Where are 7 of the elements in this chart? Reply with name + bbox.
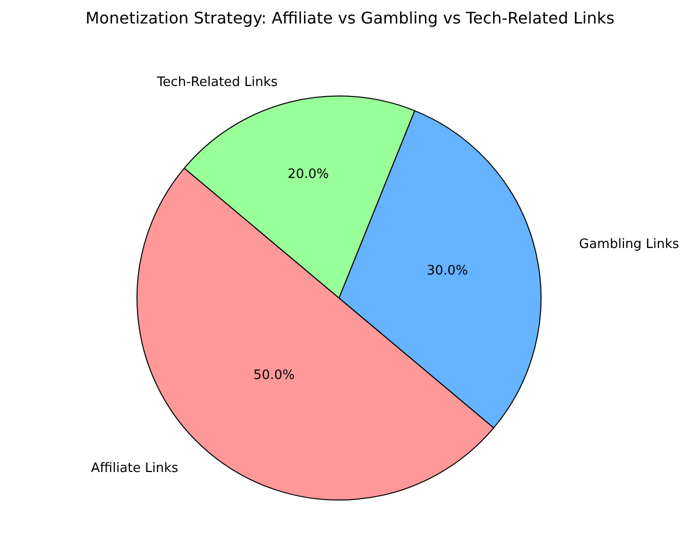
- chart-title: Monetization Strategy: Affiliate vs Gambling vs Tech-Related Links: [86, 8, 614, 28]
- slice-label: Tech-Related Links: [156, 75, 278, 90]
- data-label: 20.0%: [288, 167, 329, 182]
- data-label: 30.0%: [426, 263, 468, 278]
- slice-label: Affiliate Links: [91, 461, 178, 476]
- data-label: 50.0%: [253, 368, 295, 383]
- slice-label: Gambling Links: [579, 237, 680, 252]
